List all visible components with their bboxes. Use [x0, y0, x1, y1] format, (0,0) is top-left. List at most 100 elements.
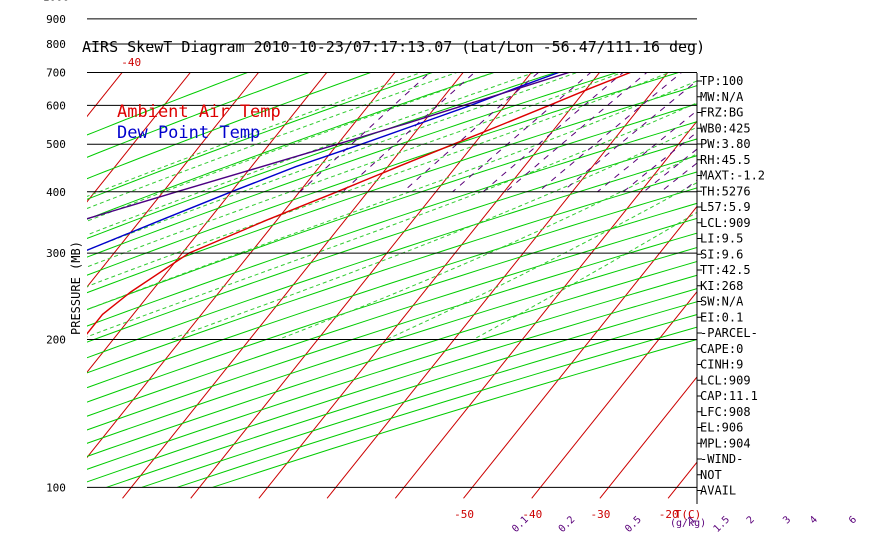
dry-adiabat-line — [212, 338, 697, 488]
moist-adiabat-line — [87, 80, 697, 310]
dry-adiabat-line — [87, 232, 697, 431]
dry-adiabat-line — [87, 274, 697, 470]
isotherm-line — [805, 0, 870, 498]
mixing-ratio-line — [733, 0, 870, 192]
sounding-index: KI:268 — [700, 279, 743, 293]
sounding-index: EI:0.1 — [700, 310, 743, 324]
parcel-curve-line — [87, 73, 570, 220]
sounding-index: MW:N/A — [700, 90, 744, 104]
mixing-ratio-line — [643, 148, 697, 193]
sounding-index: SI:9.6 — [700, 247, 743, 261]
isotherm-line — [87, 73, 396, 459]
isotherm-line — [122, 73, 464, 499]
dry-adiabat-line — [87, 171, 697, 374]
legend-dew-point-temp: Dew Point Temp — [117, 123, 260, 143]
moist-adiabat-line — [87, 73, 670, 287]
sounding-index: TP:100 — [700, 74, 743, 88]
dry-adiabat-line — [87, 138, 697, 343]
sounding-index: CAPE:0 — [700, 342, 743, 356]
isotherm-line — [326, 73, 668, 499]
mixing-ratio-tick-label: 0.2 — [557, 514, 578, 535]
pressure-tick-label: 1000 — [43, 0, 70, 3]
isotherm-line — [190, 73, 532, 499]
dry-adiabat-line — [87, 73, 371, 180]
sounding-index: PW:3.80 — [700, 137, 751, 151]
ambient-air-temp-line — [87, 73, 631, 335]
sounding-index: EL:906 — [700, 421, 743, 435]
dry-adiabat-line — [87, 73, 310, 158]
dry-adiabat-line — [87, 85, 697, 294]
pressure-tick-label: 400 — [46, 186, 66, 199]
isotherm-line — [599, 376, 697, 499]
isotherm-line — [667, 461, 697, 499]
dry-adiabat-line — [87, 73, 556, 239]
y-axis-label: PRESSURE (MB) — [69, 241, 83, 335]
legend-ambient-air-temp: Ambient Air Temp — [117, 102, 281, 122]
isotherm-line — [87, 73, 259, 288]
sounding-index: MPL:904 — [700, 436, 751, 450]
sounding-index: LCL:909 — [700, 373, 751, 387]
dry-adiabat-line — [87, 217, 697, 417]
dry-adiabat-line — [87, 73, 618, 258]
pressure-tick-label: 300 — [46, 247, 66, 260]
pressure-tick-label: 800 — [46, 38, 66, 51]
axes: 100 200 300 400 500 600 700 800 900 1000 -40 -50 -40… — [43, 0, 859, 535]
mixing-ratio-tick-label: 3 — [781, 514, 793, 526]
dry-adiabat-line — [87, 73, 679, 276]
dry-adiabat-line — [177, 326, 697, 488]
mixing-ratio-tick-label: 0.5 — [623, 514, 644, 535]
isotherm-line — [394, 120, 697, 499]
mixing-ratio-line — [299, 73, 430, 193]
sounding-index: LFC:908 — [700, 405, 751, 419]
moist-adiabat-line — [87, 73, 623, 268]
bottom-temp-tick-label: -40 — [522, 508, 542, 521]
isotherm-line — [258, 73, 600, 499]
bottom-temp-tick-label: -20 — [659, 508, 679, 521]
isotherm-line — [531, 290, 697, 499]
sounding-index: L57:5.9 — [700, 200, 751, 214]
top-temp-tick-label: -40 — [121, 56, 141, 69]
isotherm-line — [463, 205, 697, 499]
pressure-tick-label: 200 — [46, 334, 66, 347]
dew-point-temp-line — [87, 73, 560, 251]
sounding-index: MAXT:-1.2 — [700, 169, 765, 183]
sounding-index: AVAIL — [700, 484, 736, 498]
pressure-tick-label: 600 — [46, 99, 66, 112]
profile-lines — [87, 73, 631, 335]
dry-adiabat-line — [87, 202, 697, 403]
dry-adiabat-line — [87, 73, 433, 200]
sounding-index: SW:N/A — [700, 295, 744, 309]
isotherm-line — [87, 73, 123, 118]
bottom-temp-tick-label: -30 — [591, 508, 611, 521]
sounding-index: CINH:9 — [700, 358, 743, 372]
isotherm-line — [736, 0, 870, 498]
dry-adiabat-line — [87, 73, 248, 136]
dry-adiabat-line — [87, 260, 697, 457]
isotherm-line — [87, 73, 327, 373]
moist-adiabat-line — [87, 73, 578, 251]
bottom-temp-tick-label: -50 — [454, 508, 474, 521]
bottom-temp-unit-label: T(C) — [675, 508, 702, 521]
pressure-tick-label: 900 — [46, 13, 66, 26]
sounding-index: TH:5276 — [700, 184, 751, 198]
sounding-index: -PARCEL- — [700, 326, 758, 340]
sounding-index: FRZ:BG — [700, 106, 743, 120]
mixing-ratio-tick-label: 6 — [847, 514, 859, 526]
mixing-ratio-line — [562, 80, 697, 193]
dry-adiabat-line — [87, 103, 697, 311]
sounding-index: -WIND- — [700, 452, 743, 466]
dry-adiabat-line — [87, 73, 494, 220]
mixing-ratio-line — [538, 73, 682, 193]
sounding-index: RH:45.5 — [700, 153, 751, 167]
moist-adiabat-line — [87, 73, 495, 222]
pressure-tick-label: 700 — [46, 66, 66, 79]
sounding-index: TT:42.5 — [700, 263, 751, 277]
grid-lines — [87, 0, 870, 499]
sounding-index: CAP:11.1 — [700, 389, 758, 403]
mixing-ratio-line — [781, 0, 870, 192]
mixing-ratio-line — [342, 73, 475, 193]
dry-adiabat-line — [87, 187, 697, 389]
mixing-ratio-line — [660, 162, 697, 193]
